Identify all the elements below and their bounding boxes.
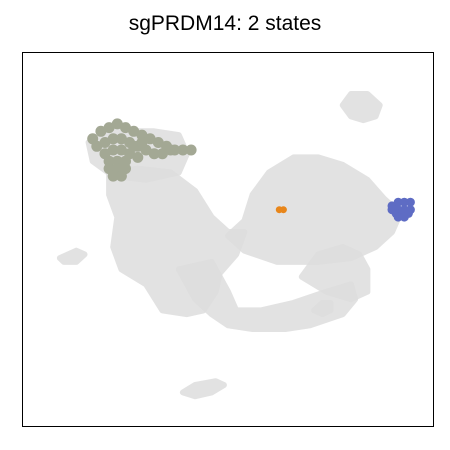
state-1-point	[148, 148, 160, 160]
state-1-point	[91, 140, 103, 152]
background-cells-layer	[56, 91, 404, 400]
state-1-point	[136, 137, 148, 148]
background-region-tiny-right-bottom	[311, 299, 334, 318]
background-region-top-right-blob	[339, 91, 383, 124]
state-1-point	[107, 133, 119, 145]
state-1-point	[177, 144, 189, 156]
background-region-lower-branch	[298, 244, 371, 303]
state-1-point	[120, 122, 131, 134]
background-region-bottom-blob	[179, 378, 227, 400]
state-1-point	[185, 144, 197, 156]
state-1-point	[115, 144, 127, 156]
state-2-points	[275, 206, 287, 214]
background-region-right-ring	[225, 154, 404, 265]
state-1-point	[128, 125, 140, 137]
state-3-point	[399, 212, 409, 222]
state-3-points	[387, 197, 415, 222]
state-3-point	[405, 197, 415, 207]
state-1-point	[107, 170, 119, 182]
highlighted-states-layer	[87, 118, 415, 222]
plot-frame	[22, 52, 434, 427]
state-1-point	[152, 137, 164, 148]
chart-title: sgPRDM14: 2 states	[128, 12, 322, 35]
state-1-point	[111, 118, 123, 130]
state-1-point	[132, 151, 144, 163]
state-1-point	[115, 133, 127, 145]
background-region-small-left	[56, 247, 88, 265]
state-2-point	[279, 206, 287, 214]
state-1-point	[107, 144, 119, 156]
state-1-point	[103, 122, 115, 134]
state-1-point	[144, 133, 156, 145]
state-1-point	[99, 137, 111, 148]
state-1-point	[165, 144, 177, 156]
state-1-point	[95, 125, 107, 137]
state-1-points	[87, 118, 197, 182]
state-1-point	[156, 148, 168, 160]
state-1-point	[115, 170, 127, 182]
state-1-point	[128, 140, 140, 152]
